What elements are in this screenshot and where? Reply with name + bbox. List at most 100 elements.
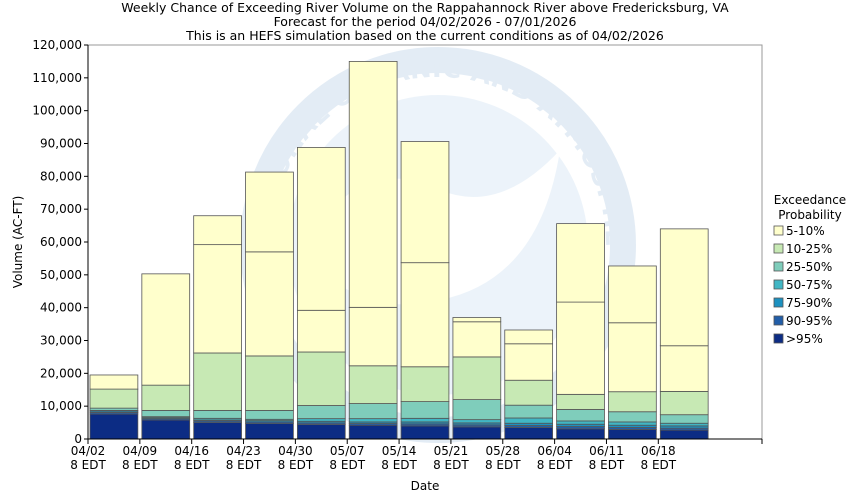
bar-segment-04-09-gt95pct xyxy=(141,419,191,440)
bar-segment-05-14-10-25pct xyxy=(400,366,450,402)
x-tick-label-tz: 8 EDT xyxy=(485,458,521,472)
y-tick-label: 30,000 xyxy=(40,334,82,348)
bar-segment-05-28-25-50pct xyxy=(504,404,554,419)
y-axis-ticks: 0 10,000 20,000 30,000 40,000 50,000 60,000 70,… xyxy=(32,38,88,446)
bar-segment-04-16-25-50pct xyxy=(193,410,242,419)
bar-segment-06-04-10-25pct xyxy=(556,393,605,410)
bar-segment-05-21-5-10pct xyxy=(452,317,502,323)
x-tick-label-date: 06/04 xyxy=(537,444,572,458)
bar-segment-04-23-10-25pct xyxy=(245,355,294,411)
x-tick-label-date: 04/02 xyxy=(71,444,106,458)
bar-segment-04-30-25-50pct xyxy=(296,405,346,420)
legend-swatch xyxy=(773,315,784,326)
x-tick-label-date: 04/16 xyxy=(174,444,209,458)
x-axis-label: Date xyxy=(411,479,440,493)
bar-segment-06-04-25-50pct xyxy=(556,409,605,422)
x-tick-label-tz: 8 EDT xyxy=(329,458,365,472)
bar-segment-05-21-5-10pct xyxy=(452,321,502,358)
bar-segment-05-07-50-75pct xyxy=(348,418,398,423)
y-tick-label: 20,000 xyxy=(40,366,82,380)
y-tick-label: 110,000 xyxy=(32,71,82,85)
legend-title-line-1: Exceedance xyxy=(774,193,846,207)
x-tick-label-date: 04/30 xyxy=(278,444,313,458)
bar-segment-05-21-10-25pct xyxy=(452,356,502,400)
bar-segment-04-30-gt95pct xyxy=(296,424,346,440)
legend-label: 90-95% xyxy=(786,314,832,328)
bar-segment-04-30-5-10pct xyxy=(296,147,346,311)
bar-segment-05-28-5-10pct xyxy=(504,329,554,345)
x-tick-label-tz: 8 EDT xyxy=(381,458,417,472)
x-tick-label-date: 04/23 xyxy=(226,444,261,458)
bar-segment-05-14-25-50pct xyxy=(400,401,450,419)
bar-segment-05-14-50-75pct xyxy=(400,417,450,423)
x-tick-label-date: 05/21 xyxy=(434,444,469,458)
bar-segment-05-07-5-10pct xyxy=(348,61,398,308)
bar-segment-06-11-5-10pct xyxy=(608,265,657,324)
bar-segment-04-16-gt95pct xyxy=(193,422,242,440)
y-tick-label: 100,000 xyxy=(32,104,82,118)
bar-segment-05-07-10-25pct xyxy=(348,365,398,404)
legend-label: 50-75% xyxy=(786,278,832,292)
legend-label: 75-90% xyxy=(786,296,832,310)
bar-segment-05-14-5-10pct xyxy=(400,262,450,368)
x-tick-label-tz: 8 EDT xyxy=(226,458,262,472)
y-tick-label: 50,000 xyxy=(40,268,82,282)
x-tick-label-date: 05/28 xyxy=(485,444,520,458)
x-tick-label-tz: 8 EDT xyxy=(122,458,158,472)
chart-title-line-1: Weekly Chance of Exceeding River Volume … xyxy=(121,0,729,15)
chart-title-line-3: This is an HEFS simulation based on the … xyxy=(185,28,664,43)
bar-segment-06-18-5-10pct xyxy=(659,345,709,392)
bar-segment-06-11-5-10pct xyxy=(608,322,657,393)
bar-segment-04-09-25-50pct xyxy=(141,410,191,418)
legend-swatch xyxy=(773,333,784,344)
bar-segment-04-16-5-10pct xyxy=(193,244,242,354)
bar-segment-06-18-10-25pct xyxy=(659,390,709,416)
bar-segment-05-28-50-75pct xyxy=(504,417,554,424)
bar-segment-06-11-gt95pct xyxy=(608,429,657,440)
bar-segment-05-21-gt95pct xyxy=(452,426,502,440)
x-tick-label-date: 04/09 xyxy=(123,444,158,458)
bar-segment-05-07-25-50pct xyxy=(348,403,398,420)
bar-segment-06-11-50-75pct xyxy=(608,421,657,426)
legend-swatch xyxy=(773,279,784,290)
y-tick-label: 60,000 xyxy=(40,235,82,249)
legend-swatch xyxy=(773,243,784,254)
bar-segment-06-04-5-10pct xyxy=(556,301,605,395)
y-axis-label: Volume (AC-FT) xyxy=(11,196,25,289)
bar-segment-05-28-gt95pct xyxy=(504,427,554,440)
x-tick-label-tz: 8 EDT xyxy=(641,458,677,472)
x-tick-label-tz: 8 EDT xyxy=(433,458,469,472)
legend-swatch xyxy=(773,225,784,236)
x-tick-label-date: 05/07 xyxy=(330,444,365,458)
bar-segment-04-30-5-10pct xyxy=(296,309,346,353)
x-tick-label-tz: 8 EDT xyxy=(589,458,625,472)
legend-label: 10-25% xyxy=(786,242,832,256)
y-tick-label: 10,000 xyxy=(40,399,82,413)
bar-segment-04-16-10-25pct xyxy=(193,352,242,411)
bar-segment-04-02-5-10pct xyxy=(89,374,139,390)
bar-segment-06-18-gt95pct xyxy=(659,429,709,440)
x-tick-label-tz: 8 EDT xyxy=(70,458,106,472)
bar-segment-05-07-5-10pct xyxy=(348,306,398,367)
bar-segment-04-23-5-10pct xyxy=(245,251,294,357)
x-tick-label-date: 05/14 xyxy=(382,444,417,458)
legend-title-line-2: Probability xyxy=(778,208,841,222)
bars-group xyxy=(89,61,709,440)
x-tick-label-date: 06/18 xyxy=(641,444,676,458)
bar-segment-05-21-25-50pct xyxy=(452,399,502,421)
bar-segment-05-14-gt95pct xyxy=(400,425,450,440)
legend-label: >95% xyxy=(786,332,823,346)
bar-segment-04-23-25-50pct xyxy=(245,410,294,420)
bar-segment-04-23-5-10pct xyxy=(245,171,294,253)
bar-segment-06-04-gt95pct xyxy=(556,428,605,440)
bar-segment-04-23-gt95pct xyxy=(245,423,294,440)
bar-segment-05-14-5-10pct xyxy=(400,141,450,264)
y-tick-label: 80,000 xyxy=(40,169,82,183)
bar-segment-05-28-10-25pct xyxy=(504,379,554,406)
legend-swatch xyxy=(773,297,784,308)
bar-segment-04-09-10-25pct xyxy=(141,384,191,411)
bar-segment-05-07-gt95pct xyxy=(348,424,398,440)
bar-segment-06-04-5-10pct xyxy=(556,223,605,303)
